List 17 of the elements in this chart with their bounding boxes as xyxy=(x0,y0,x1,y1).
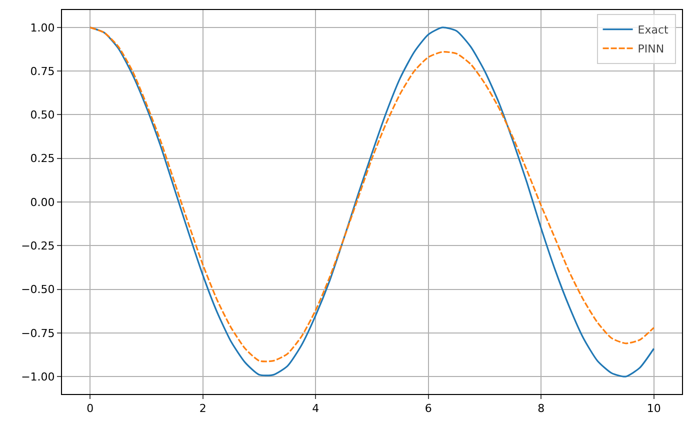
y-tick-label: −0.75 xyxy=(21,326,55,340)
x-tick-label: 4 xyxy=(312,402,320,416)
y-tick-label: −1.00 xyxy=(21,370,55,384)
y-tick-label: 1.00 xyxy=(30,21,55,34)
y-tick-label: 0.00 xyxy=(30,196,55,209)
x-tick-label: 6 xyxy=(424,402,432,416)
y-tick-label: 0.25 xyxy=(30,152,55,166)
legend-label: Exact xyxy=(638,24,670,37)
x-tick-label: 10 xyxy=(646,402,661,416)
legend-label: PINN xyxy=(638,42,664,56)
y-tick-label: −0.25 xyxy=(21,239,55,252)
y-tick-label: 0.50 xyxy=(30,108,55,122)
x-tick-label: 8 xyxy=(538,402,545,416)
x-tick-label: 2 xyxy=(199,402,206,416)
x-tick-label: 0 xyxy=(86,402,94,416)
y-tick-label: −0.50 xyxy=(21,283,55,296)
y-tick-label: 0.75 xyxy=(30,64,55,78)
